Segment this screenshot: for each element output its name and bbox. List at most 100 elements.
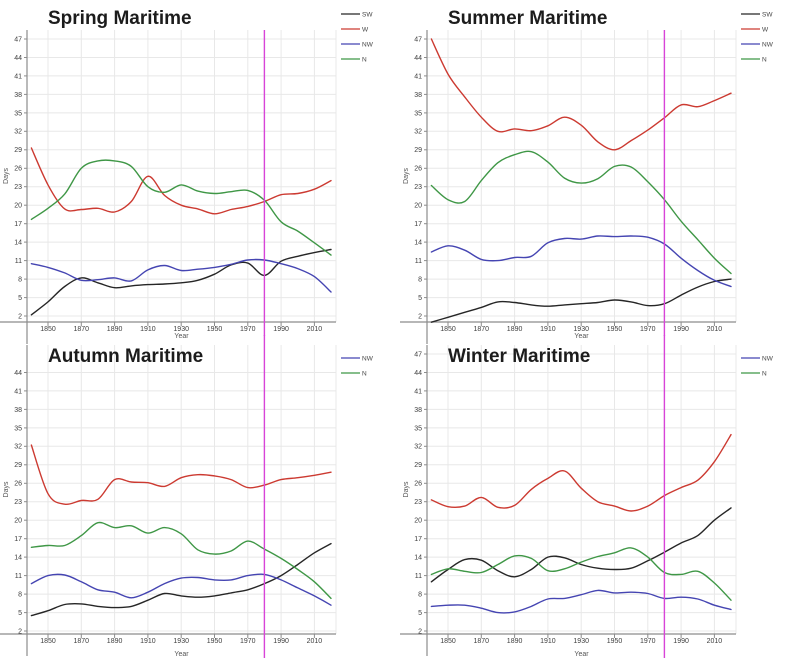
x-tick-label: 1970: [640, 638, 656, 645]
x-tick-label: 1910: [140, 326, 156, 333]
panel-winter-maritime: 2 5 8 11 14 17 20 23 26 29 32 35 38 41 44 47 1850 1870 189…: [400, 335, 774, 658]
x-tick-label: 1850: [40, 326, 56, 333]
x-tick-label: 1970: [640, 326, 656, 333]
y-axis-label: Days: [403, 481, 410, 497]
y-tick-label: 38: [14, 92, 22, 99]
x-axis-label: Year: [574, 333, 589, 340]
y-tick-label: 11: [15, 573, 22, 580]
y-tick-label: 2: [18, 628, 22, 635]
x-tick-label: 1990: [273, 326, 289, 333]
y-tick-label: 47: [414, 351, 422, 358]
series-line-n: [430, 547, 732, 601]
gridlines: [27, 30, 337, 322]
y-tick-label: 41: [414, 73, 422, 80]
y-tick-label: 5: [418, 610, 422, 617]
legend-label-nw: NW: [762, 41, 774, 48]
x-tick-label: 1870: [474, 638, 490, 645]
x-tick-label: 1990: [273, 638, 289, 645]
y-tick-label: 26: [14, 481, 22, 488]
y-tick-label: 23: [14, 184, 22, 191]
legend-label-w: W: [362, 26, 369, 33]
y-tick-label: 23: [414, 184, 422, 191]
x-axis-label: Year: [174, 651, 189, 658]
chart-title: Summer Maritime: [448, 8, 607, 29]
y-tick-label: 35: [414, 425, 422, 432]
y-tick-label: 26: [14, 166, 22, 173]
series-line-sw: [30, 542, 332, 617]
gridlines: [27, 345, 337, 634]
y-tick-label: 41: [14, 73, 22, 80]
y-tick-label: 14: [414, 240, 422, 247]
series-line-w: [30, 147, 332, 215]
y-tick-label: 41: [14, 388, 22, 395]
y-tick-label: 2: [18, 313, 22, 320]
tick-labels: 2 5 8 11 14 17 20 23 26 29 32 35 38 41 44 1850 1870 1890 1…: [14, 370, 322, 645]
x-tick-label: 1870: [74, 326, 90, 333]
y-tick-label: 5: [418, 295, 422, 302]
legend: SW W NW N: [741, 11, 774, 63]
y-tick-label: 20: [14, 518, 22, 525]
chart-title: Winter Maritime: [448, 346, 590, 367]
y-tick-label: 32: [414, 444, 422, 451]
x-tick-label: 1930: [173, 638, 189, 645]
y-tick-label: 26: [414, 481, 422, 488]
series-line-sw: [430, 507, 732, 583]
tick-labels: 2 5 8 11 14 17 20 23 26 29 32 35 38 41 44 47 1850 1870 189…: [414, 36, 722, 333]
tick-labels: 2 5 8 11 14 17 20 23 26 29 32 35 38 41 44 47 1850 1870 189…: [414, 351, 722, 645]
series-line-sw: [430, 278, 732, 323]
y-tick-label: 38: [414, 92, 422, 99]
legend-label-nw: NW: [762, 355, 774, 362]
x-tick-label: 1950: [207, 326, 223, 333]
legend-label-w: W: [762, 26, 769, 33]
y-tick-label: 29: [14, 462, 22, 469]
y-tick-label: 8: [418, 592, 422, 599]
x-tick-label: 1890: [107, 326, 123, 333]
y-tick-label: 41: [414, 388, 422, 395]
y-tick-label: 17: [414, 221, 422, 228]
legend-label-nw: NW: [362, 355, 374, 362]
series-line-w: [430, 38, 732, 151]
y-tick-label: 35: [14, 425, 22, 432]
y-tick-label: 29: [414, 462, 422, 469]
x-tick-label: 1850: [40, 638, 56, 645]
y-tick-label: 29: [414, 147, 422, 154]
legend: SW W NW N: [341, 11, 374, 63]
series-line-w: [430, 433, 732, 512]
y-tick-label: 32: [14, 129, 22, 136]
y-tick-label: 20: [14, 203, 22, 210]
series-line-n: [30, 521, 332, 600]
y-axis-label: Days: [3, 168, 10, 184]
y-tick-label: 8: [418, 277, 422, 284]
gridlines: [427, 345, 737, 634]
y-tick-label: 44: [14, 55, 22, 62]
series-line-nw: [430, 235, 732, 288]
x-tick-label: 1850: [440, 326, 456, 333]
x-tick-label: 1970: [240, 638, 256, 645]
y-tick-label: 32: [414, 129, 422, 136]
series-line-nw: [30, 258, 332, 293]
legend-label-sw: SW: [362, 11, 373, 18]
x-tick-label: 1950: [207, 638, 223, 645]
x-tick-label: 1870: [74, 638, 90, 645]
y-axis-label: Days: [3, 481, 10, 497]
y-tick-label: 26: [414, 166, 422, 173]
x-tick-label: 1990: [673, 326, 689, 333]
tick-labels: 2 5 8 11 14 17 20 23 26 29 32 35 38 41 44 47 1850 1870 189…: [14, 36, 322, 333]
y-tick-label: 14: [14, 555, 22, 562]
y-tick-label: 14: [14, 240, 22, 247]
legend-label-n: N: [762, 370, 767, 377]
gridlines: [427, 30, 737, 322]
x-tick-label: 1970: [240, 326, 256, 333]
x-tick-label: 1890: [507, 326, 523, 333]
y-tick-label: 23: [14, 499, 22, 506]
y-tick-label: 38: [414, 407, 422, 414]
y-tick-label: 8: [18, 592, 22, 599]
legend: NW N: [741, 355, 774, 377]
y-tick-label: 20: [414, 203, 422, 210]
series-line-n: [30, 159, 332, 256]
series-line-sw: [30, 248, 332, 316]
y-tick-label: 35: [414, 110, 422, 117]
x-tick-label: 2010: [307, 326, 323, 333]
legend-label-nw: NW: [362, 41, 374, 48]
